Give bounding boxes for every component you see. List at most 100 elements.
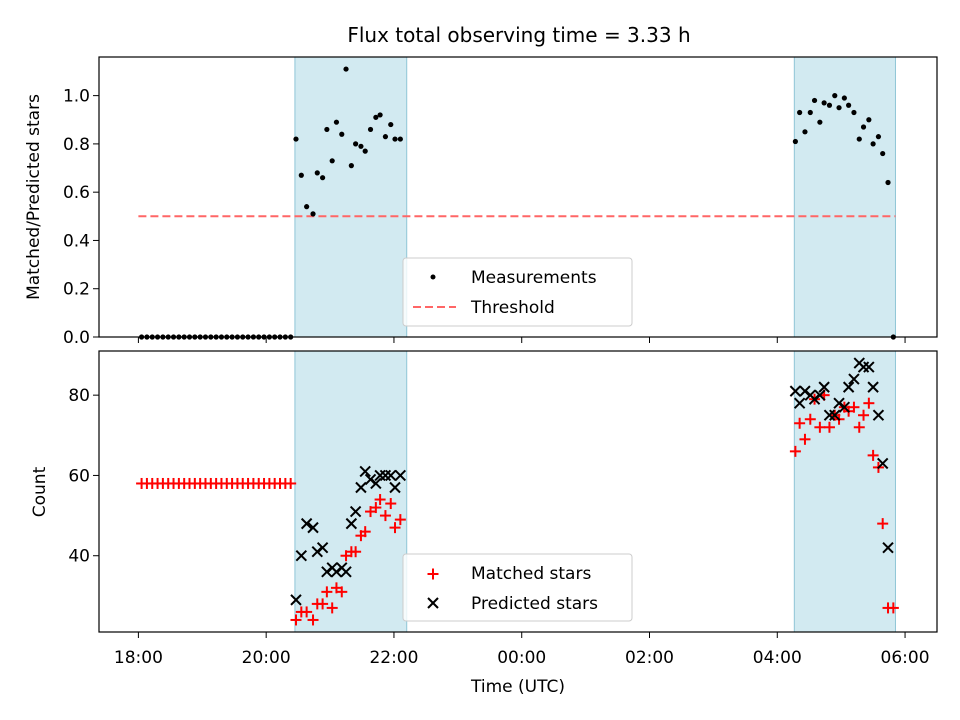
predicted-stars-point xyxy=(355,481,367,494)
bottom-y-tick-label: 80 xyxy=(68,386,90,406)
measurement-point xyxy=(870,141,876,147)
predicted-stars-point xyxy=(300,517,313,530)
measurement-point xyxy=(304,204,310,210)
measurement-point xyxy=(348,163,354,169)
measurement-point xyxy=(792,138,798,145)
observing-window xyxy=(294,350,408,633)
measurement-point xyxy=(856,136,862,142)
x-tick-label: 22:00 xyxy=(369,648,418,668)
predicted-stars-point xyxy=(349,505,362,518)
measurement-point xyxy=(807,109,813,116)
top-y-tick-label: 0.4 xyxy=(63,231,90,251)
measurement-point xyxy=(320,175,326,181)
predicted-stars-point xyxy=(307,521,319,534)
measurement-point xyxy=(875,134,882,140)
measurement-point xyxy=(802,129,808,135)
matched-stars-point xyxy=(814,421,826,433)
matched-stars-point xyxy=(799,433,811,445)
matched-stars-point xyxy=(877,518,889,530)
predicted-stars-point xyxy=(882,541,894,554)
matched-stars-point xyxy=(301,606,313,618)
bottom-legend-box xyxy=(402,553,633,622)
matched-stars-point xyxy=(867,449,879,461)
matched-stars-point xyxy=(385,498,397,510)
measurement-point xyxy=(841,95,847,101)
matched-stars-point xyxy=(823,421,835,433)
matched-stars-point xyxy=(794,417,806,429)
predicted-stars-point xyxy=(345,517,358,530)
bottom-y-tick-label: 40 xyxy=(68,547,90,567)
top-panel: 0.0 0.2 0.4 0.6 0.8 1.0 Matched/Predicted sta… xyxy=(24,56,938,348)
legend-measurements-marker xyxy=(430,274,436,280)
legend-matched-marker xyxy=(427,568,439,580)
measurement-point xyxy=(392,136,398,142)
x-tick-label: 02:00 xyxy=(625,648,674,668)
measurement-point xyxy=(362,148,368,154)
measurement-point xyxy=(293,136,299,142)
matched-stars-point xyxy=(350,546,362,558)
measurement-point xyxy=(353,141,359,147)
bottom-plot-frame xyxy=(98,350,938,633)
top-y-tick-label: 1.0 xyxy=(63,87,90,107)
predicted-stars-point xyxy=(793,397,806,409)
observing-window xyxy=(793,350,896,633)
top-legend-box xyxy=(402,257,633,327)
bottom-ylabel: Count xyxy=(30,466,50,517)
predicted-stars-point xyxy=(389,481,401,494)
measurement-point xyxy=(324,126,330,133)
measurement-point xyxy=(866,117,872,123)
predicted-stars-point xyxy=(316,541,329,554)
x-tick-label: 20:00 xyxy=(242,648,291,668)
top-y-tick-label: 0.6 xyxy=(63,183,90,203)
predicted-stars-point xyxy=(340,566,352,578)
matched-stars-point xyxy=(321,586,333,598)
x-tick-label: 06:00 xyxy=(881,648,930,668)
matched-stars-point xyxy=(887,602,899,614)
predicted-stars-point xyxy=(295,550,308,562)
measurement-point xyxy=(397,136,403,142)
measurement-point xyxy=(836,105,842,111)
matched-stars-point xyxy=(285,477,297,489)
matched-stars-point xyxy=(858,409,870,421)
matched-stars-point xyxy=(804,413,816,425)
matched-stars-point xyxy=(374,494,386,506)
measurement-point xyxy=(826,102,833,108)
matched-stars-point xyxy=(863,397,875,409)
matched-stars-point xyxy=(389,522,401,534)
matched-stars-point xyxy=(290,614,302,626)
matched-stars-point xyxy=(848,401,860,413)
matched-stars-point xyxy=(326,602,338,614)
predicted-stars-point xyxy=(370,477,382,490)
x-tick-label: 18:00 xyxy=(114,648,163,668)
matched-stars-point xyxy=(336,586,348,598)
legend-predicted-marker xyxy=(427,597,439,609)
measurement-point xyxy=(339,131,345,137)
measurement-point xyxy=(860,124,867,130)
matched-stars-point xyxy=(853,421,865,433)
predicted-stars-point xyxy=(872,409,885,421)
measurement-point xyxy=(388,121,394,128)
matched-stars-point xyxy=(789,445,801,457)
measurement-point xyxy=(797,109,803,116)
predicted-stars-point xyxy=(818,381,830,393)
predicted-stars-point xyxy=(385,469,397,482)
top-y-tick-label: 0.8 xyxy=(63,135,90,155)
legend-predicted-label: Predicted stars xyxy=(471,594,598,614)
predicted-stars-point xyxy=(829,409,841,421)
predicted-stars-point xyxy=(876,457,889,470)
predicted-stars-point xyxy=(848,373,860,385)
matched-stars-point xyxy=(394,514,406,526)
measurement-point xyxy=(343,66,349,72)
chart-title: Flux total observing time = 3.33 h xyxy=(347,23,690,47)
bottom-y-tick-label: 60 xyxy=(68,466,90,486)
measurement-point xyxy=(817,119,823,125)
legend-matched-label: Matched stars xyxy=(471,564,591,584)
measurement-point xyxy=(329,158,335,164)
matched-stars-point xyxy=(379,510,391,522)
measurement-point xyxy=(880,150,886,157)
predicted-stars-point xyxy=(842,381,855,393)
measurement-point xyxy=(358,143,364,149)
bottom-panel: 40 60 80 18:00 20:00 22:00 00:00 02:00 04:00 06:… xyxy=(30,350,938,697)
measurement-point xyxy=(373,114,379,120)
